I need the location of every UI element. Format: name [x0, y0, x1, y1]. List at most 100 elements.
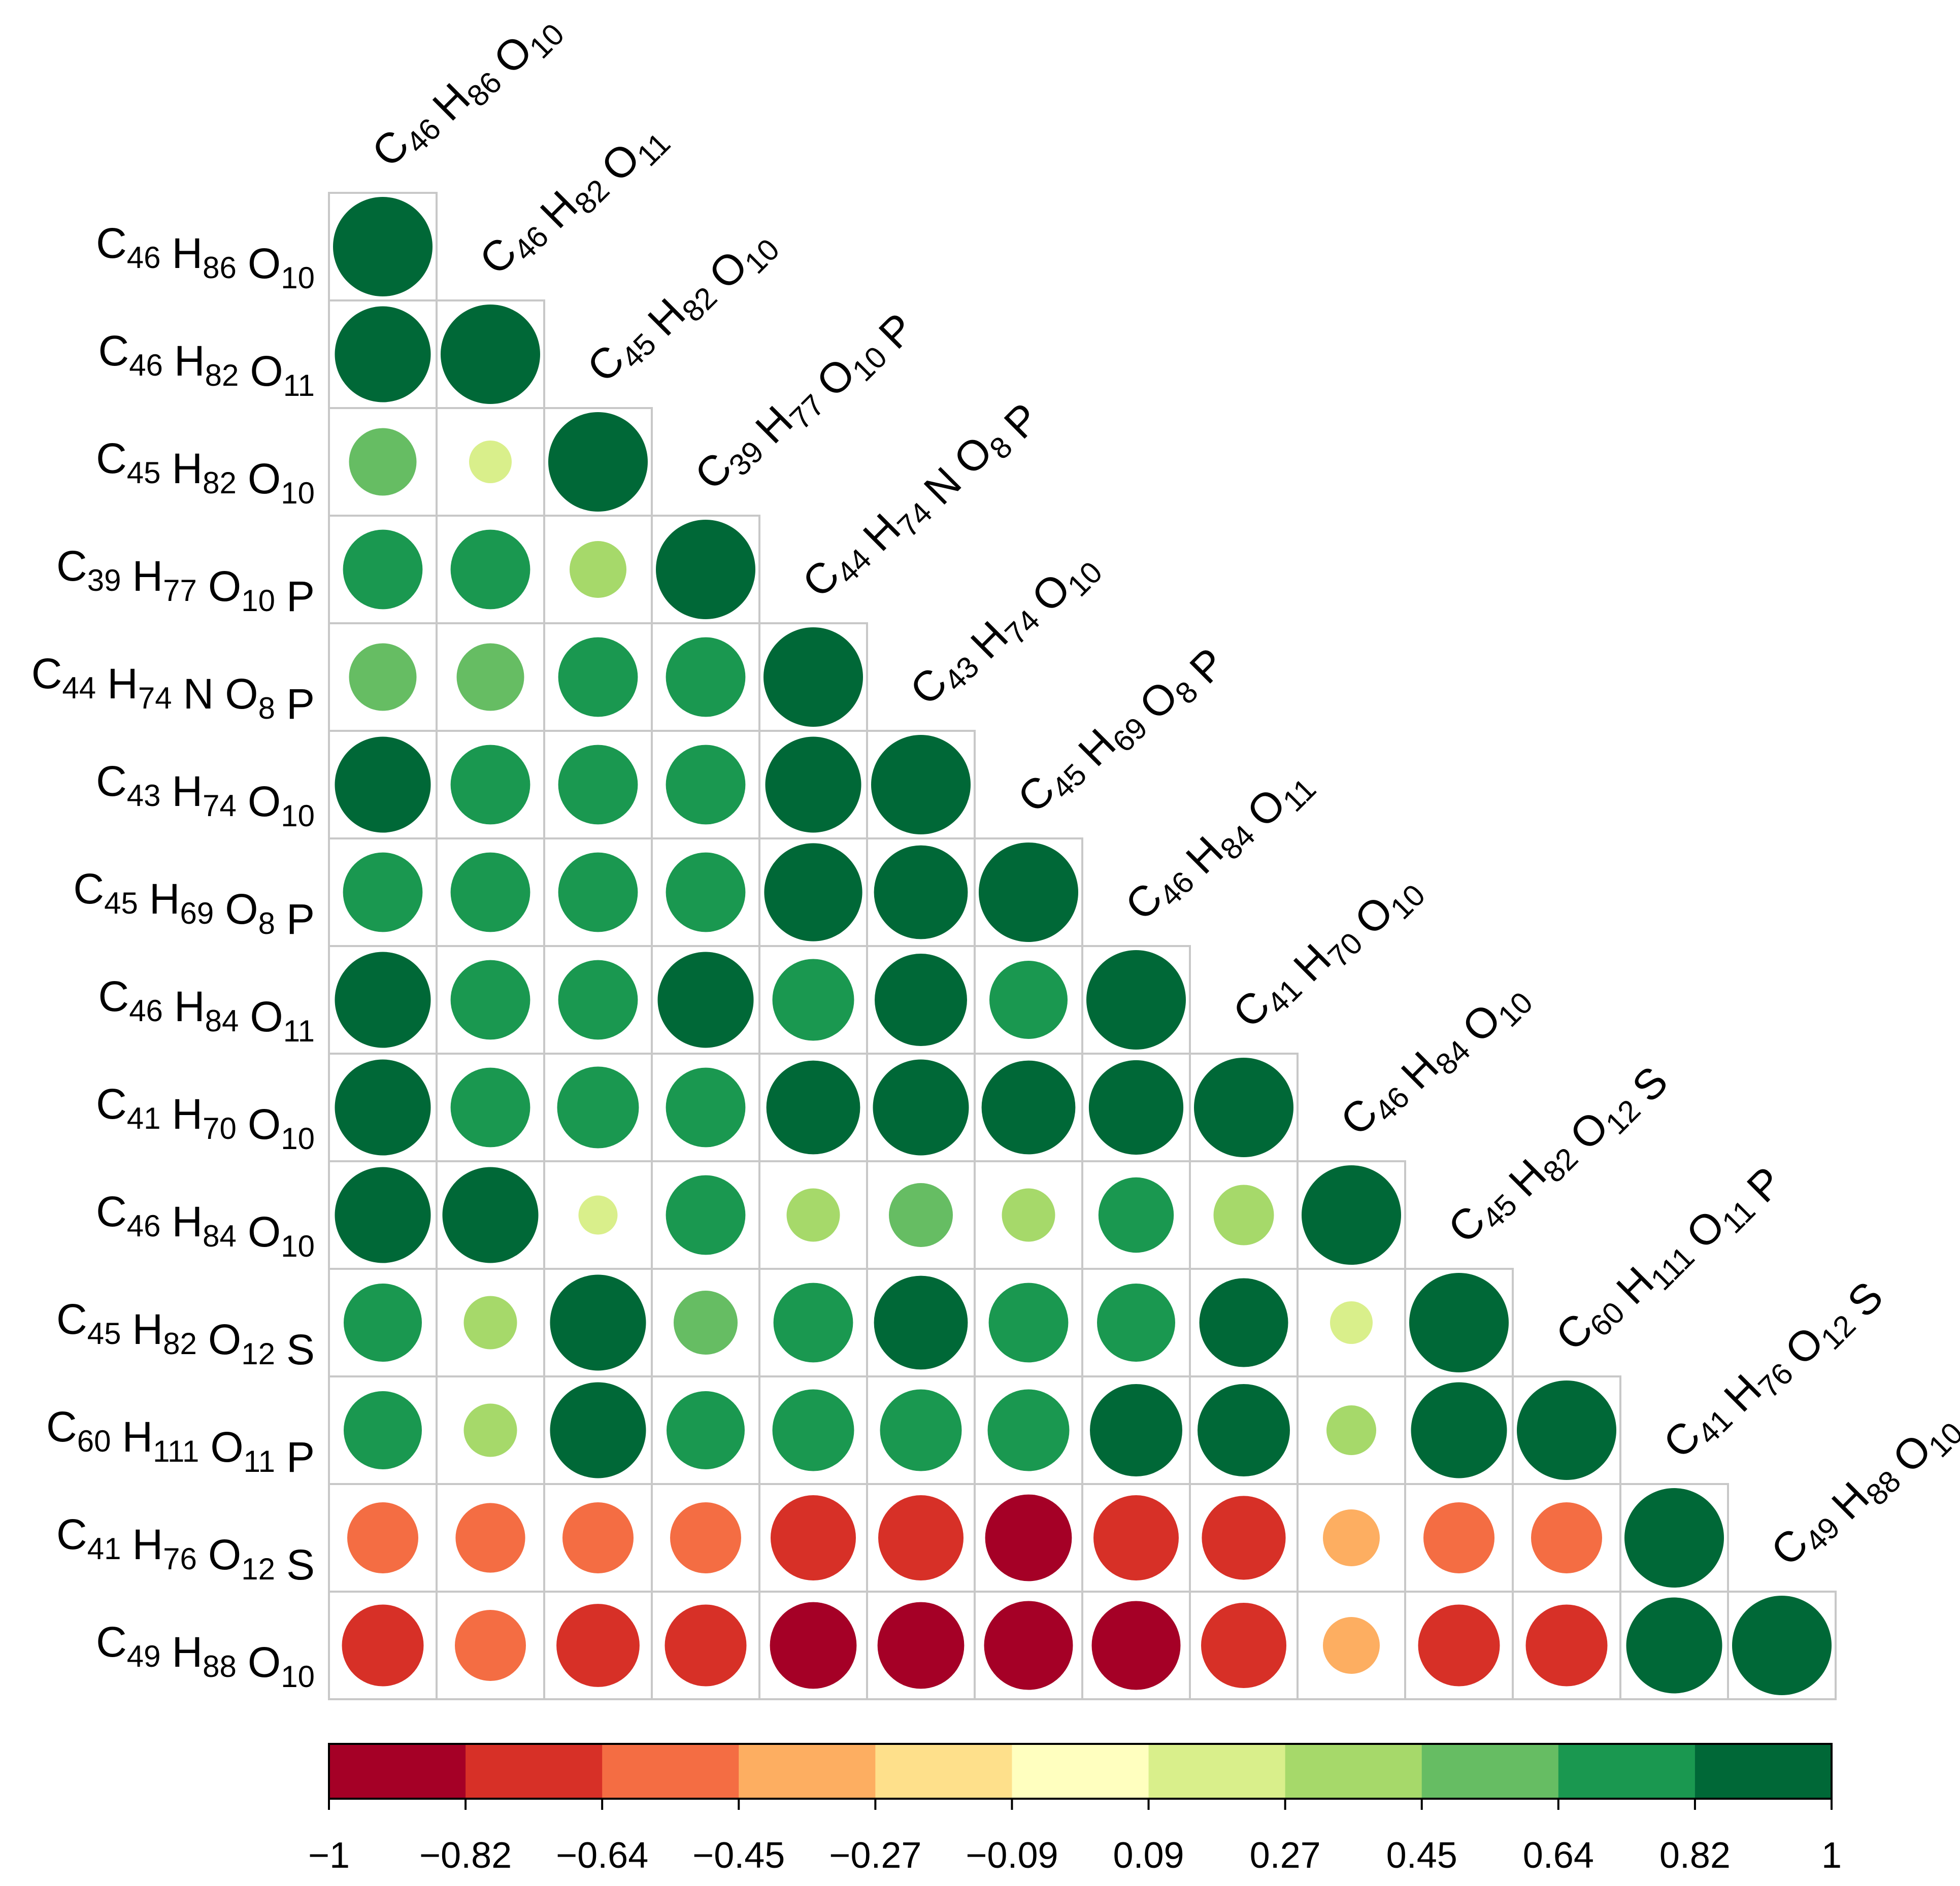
correlation-circle	[450, 852, 530, 932]
formula-element: S	[286, 1541, 315, 1589]
column-label: C44H74NO8P	[793, 373, 1049, 628]
correlation-circle	[1626, 1597, 1722, 1694]
correlation-circle	[335, 1059, 431, 1156]
formula-subscript: 88	[203, 1649, 237, 1683]
formula-element: C	[73, 865, 104, 913]
formula-subscript: 111	[153, 1434, 199, 1468]
colorbar-legend: −1 −0.82 −0.64 −0.45 −0.27 −0.09 0.09 0.27 0.45 0…	[308, 1743, 1842, 1876]
correlation-circle	[1213, 1185, 1274, 1245]
formula-element: C	[98, 327, 129, 375]
formula-element: C	[46, 1403, 77, 1451]
formula-subscript: 10	[281, 261, 315, 295]
formula-element: C	[96, 1188, 127, 1235]
correlation-circle	[335, 306, 431, 402]
formula-subscript: 10	[281, 799, 315, 833]
correlation-circle	[442, 1167, 539, 1263]
correlation-circle	[984, 1601, 1073, 1690]
correlation-circle	[557, 1066, 639, 1149]
correlation-circle	[455, 1503, 525, 1573]
formula-element: C	[96, 1080, 127, 1128]
correlation-circle	[548, 412, 648, 512]
correlation-circle	[981, 1060, 1076, 1155]
formula-subscript: 84	[205, 1004, 239, 1038]
colorbar-tick-label: −0.45	[692, 1835, 785, 1876]
correlation-circle	[1199, 1278, 1288, 1367]
formula-element: H	[172, 767, 203, 815]
correlation-circle	[988, 1283, 1069, 1363]
formula-element: H	[174, 337, 205, 385]
formula-subscript: 45	[87, 1317, 121, 1351]
colorbar-tick-label: 1	[1821, 1835, 1842, 1876]
colorbar-tick-label: 0.45	[1386, 1835, 1457, 1876]
correlation-circle	[874, 1275, 968, 1370]
formula-element: C	[56, 542, 87, 590]
correlation-circle	[450, 1067, 530, 1148]
row-label: C46 H82 O11	[98, 327, 315, 402]
correlation-circle	[556, 1604, 640, 1687]
row-label: C45 H69 O8 P	[73, 865, 315, 943]
correlation-circle	[578, 1195, 618, 1235]
column-label: C41H76O12S	[1654, 1251, 1892, 1489]
formula-element: H	[172, 445, 203, 492]
formula-subscript: 11	[283, 1014, 315, 1048]
formula-element: N	[183, 670, 214, 718]
colorbar-tick-label: −0.09	[966, 1835, 1058, 1876]
formula-subscript: 45	[127, 456, 161, 490]
row-label: C39 H77 O10 P	[56, 542, 315, 620]
formula-subscript: 10	[241, 584, 275, 618]
correlation-circle	[766, 1060, 860, 1155]
formula-subscript: 45	[104, 886, 138, 920]
row-label: C45 H82 O12 S	[56, 1295, 315, 1373]
column-label: C46H84O11	[1116, 743, 1322, 949]
correlation-circle	[1525, 1604, 1608, 1687]
formula-subscript: 10	[281, 1660, 315, 1694]
formula-element: S	[286, 1326, 315, 1373]
correlation-circle	[344, 1391, 422, 1469]
formula-element: H	[149, 875, 180, 923]
correlation-circle	[871, 735, 971, 834]
correlation-circle	[987, 1389, 1070, 1471]
formula-element: C	[98, 972, 129, 1020]
correlation-circle	[889, 1183, 953, 1247]
formula-element: C	[56, 1295, 87, 1343]
correlation-circle	[469, 441, 512, 483]
column-label: C46H82O11	[470, 97, 677, 304]
column-label: C60H111O11P	[1546, 1136, 1791, 1381]
matrix-cells	[328, 192, 1837, 1700]
correlation-circle	[1423, 1502, 1494, 1573]
correlation-circle	[550, 1274, 646, 1371]
correlation-circle	[1201, 1603, 1286, 1688]
formula-element: H	[174, 983, 205, 1030]
formula-element: P	[286, 680, 315, 728]
correlation-circle	[1093, 1495, 1179, 1580]
row-label: C44 H74 N O8 P	[31, 650, 315, 728]
column-label: C49H88O10	[1762, 1387, 1960, 1595]
formula-element: C	[96, 219, 127, 267]
correlation-circle	[1002, 1188, 1055, 1242]
correlation-circle	[349, 643, 417, 711]
column-label: C41H70O10	[1223, 849, 1432, 1057]
formula-element: O	[248, 1100, 281, 1148]
correlation-circle	[333, 197, 433, 296]
colorbar-segment	[739, 1744, 876, 1799]
correlation-circle	[1409, 1273, 1509, 1372]
formula-subscript: 44	[62, 671, 96, 705]
colorbar-segment	[1012, 1744, 1149, 1799]
formula-element: O	[210, 1423, 243, 1471]
correlation-circle	[657, 952, 754, 1048]
colorbar-tick-label: 0.09	[1113, 1835, 1184, 1876]
correlation-circle	[343, 529, 423, 610]
correlation-circle	[1323, 1617, 1380, 1674]
colorbar-segment	[329, 1744, 466, 1799]
correlation-circle	[877, 1602, 965, 1689]
row-label: C46 H86 O10	[96, 219, 315, 295]
correlation-circle	[674, 1291, 738, 1355]
correlation-circle	[1097, 1284, 1175, 1362]
formula-element: O	[250, 347, 283, 395]
correlation-circle	[450, 529, 530, 610]
correlation-circle	[456, 643, 524, 711]
formula-subscript: 12	[241, 1552, 275, 1586]
formula-subscript: 41	[127, 1101, 161, 1135]
formula-subscript: 77	[163, 574, 197, 608]
formula-subscript: 41	[87, 1532, 121, 1566]
